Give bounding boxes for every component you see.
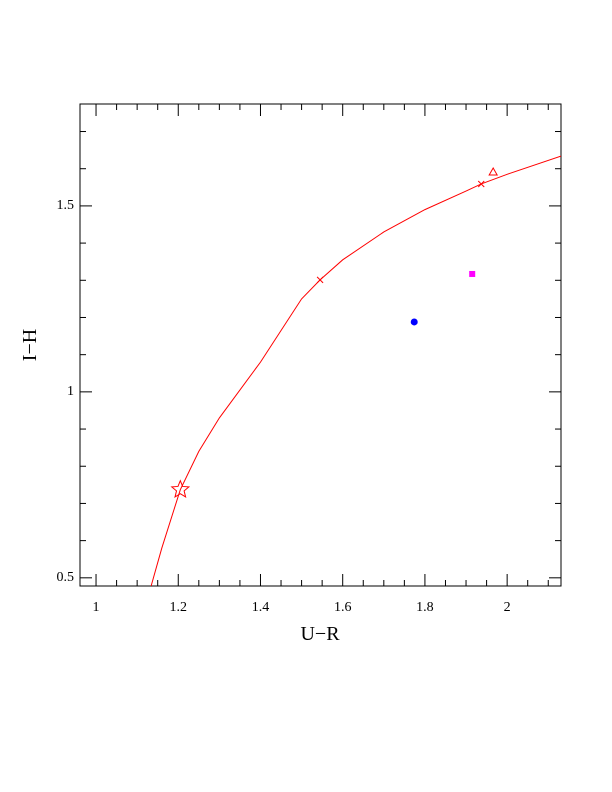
x-tick-label: 2 [504, 600, 511, 615]
x-tick-label: 1.4 [252, 600, 270, 615]
x-tick-label: 1.8 [416, 600, 434, 615]
y-tick-label: 1 [67, 384, 74, 399]
y-tick-label: 0.5 [57, 570, 75, 585]
circle-marker [410, 318, 418, 326]
star-marker [170, 479, 191, 499]
square-marker [469, 270, 476, 277]
cross-marker [477, 180, 485, 188]
x-tick-label: 1.2 [170, 600, 188, 615]
x-tick-label: 1 [93, 600, 100, 615]
plot-frame [79, 103, 562, 587]
x-tick-label: 1.6 [334, 600, 352, 615]
x-axis-label: U−R [300, 623, 340, 645]
fit-curve [150, 155, 561, 586]
triangle-marker [488, 167, 499, 176]
y-tick-label: 1.5 [57, 198, 75, 213]
y-axis-label: I−H [19, 329, 41, 361]
cross-marker [316, 276, 324, 284]
